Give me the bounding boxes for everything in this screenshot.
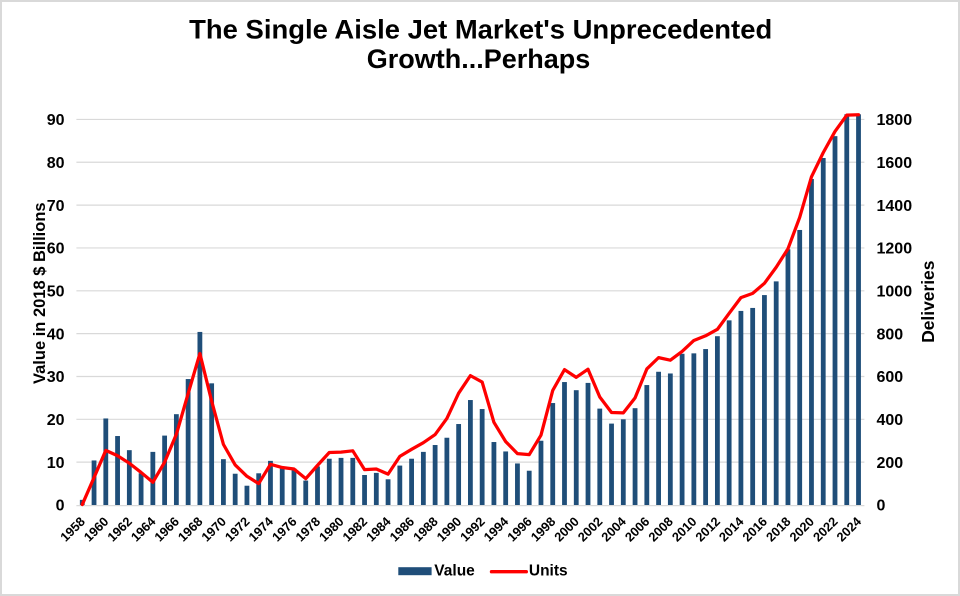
svg-text:1600: 1600	[877, 155, 913, 172]
svg-text:200: 200	[877, 455, 904, 472]
svg-text:400: 400	[877, 412, 904, 429]
svg-text:30: 30	[47, 369, 65, 386]
svg-text:20: 20	[47, 412, 65, 429]
svg-text:90: 90	[47, 112, 65, 129]
svg-text:600: 600	[877, 369, 904, 386]
svg-text:Value: Value	[434, 563, 475, 580]
svg-text:Units: Units	[529, 563, 568, 580]
svg-text:10: 10	[47, 455, 65, 472]
svg-text:Value in 2018 $ Billions: Value in 2018 $ Billions	[31, 202, 49, 384]
svg-text:1400: 1400	[877, 198, 913, 215]
svg-text:0: 0	[56, 498, 65, 515]
svg-text:The Single Aisle Jet Market's: The Single Aisle Jet Market's Unpreceden…	[189, 14, 772, 44]
svg-text:1800: 1800	[877, 112, 913, 129]
svg-text:70: 70	[47, 198, 65, 215]
svg-text:0: 0	[877, 498, 886, 515]
svg-text:50: 50	[47, 284, 65, 301]
svg-text:60: 60	[47, 241, 65, 258]
svg-text:1000: 1000	[877, 284, 913, 301]
svg-text:800: 800	[877, 326, 904, 343]
svg-text:80: 80	[47, 155, 65, 172]
svg-text:1200: 1200	[877, 241, 913, 258]
svg-text:Deliveries: Deliveries	[918, 261, 938, 343]
svg-text:Growth...Perhaps: Growth...Perhaps	[367, 44, 591, 74]
svg-text:40: 40	[47, 326, 65, 343]
